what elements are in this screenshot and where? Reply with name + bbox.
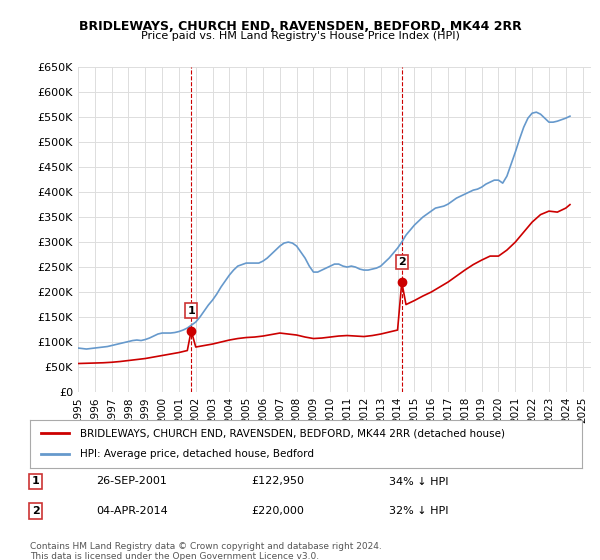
Text: Price paid vs. HM Land Registry's House Price Index (HPI): Price paid vs. HM Land Registry's House … bbox=[140, 31, 460, 41]
Text: BRIDLEWAYS, CHURCH END, RAVENSDEN, BEDFORD, MK44 2RR: BRIDLEWAYS, CHURCH END, RAVENSDEN, BEDFO… bbox=[79, 20, 521, 32]
Text: Contains HM Land Registry data © Crown copyright and database right 2024.
This d: Contains HM Land Registry data © Crown c… bbox=[30, 542, 382, 560]
Text: 2: 2 bbox=[398, 257, 406, 267]
Text: 04-APR-2014: 04-APR-2014 bbox=[96, 506, 168, 516]
Text: 1: 1 bbox=[32, 477, 40, 487]
Text: HPI: Average price, detached house, Bedford: HPI: Average price, detached house, Bedf… bbox=[80, 449, 314, 459]
Text: £220,000: £220,000 bbox=[251, 506, 304, 516]
Text: 2: 2 bbox=[32, 506, 40, 516]
Text: £122,950: £122,950 bbox=[251, 477, 304, 487]
Text: 34% ↓ HPI: 34% ↓ HPI bbox=[389, 477, 448, 487]
Text: 26-SEP-2001: 26-SEP-2001 bbox=[96, 477, 167, 487]
Text: BRIDLEWAYS, CHURCH END, RAVENSDEN, BEDFORD, MK44 2RR (detached house): BRIDLEWAYS, CHURCH END, RAVENSDEN, BEDFO… bbox=[80, 428, 505, 438]
Text: 1: 1 bbox=[187, 306, 195, 316]
Text: 32% ↓ HPI: 32% ↓ HPI bbox=[389, 506, 448, 516]
